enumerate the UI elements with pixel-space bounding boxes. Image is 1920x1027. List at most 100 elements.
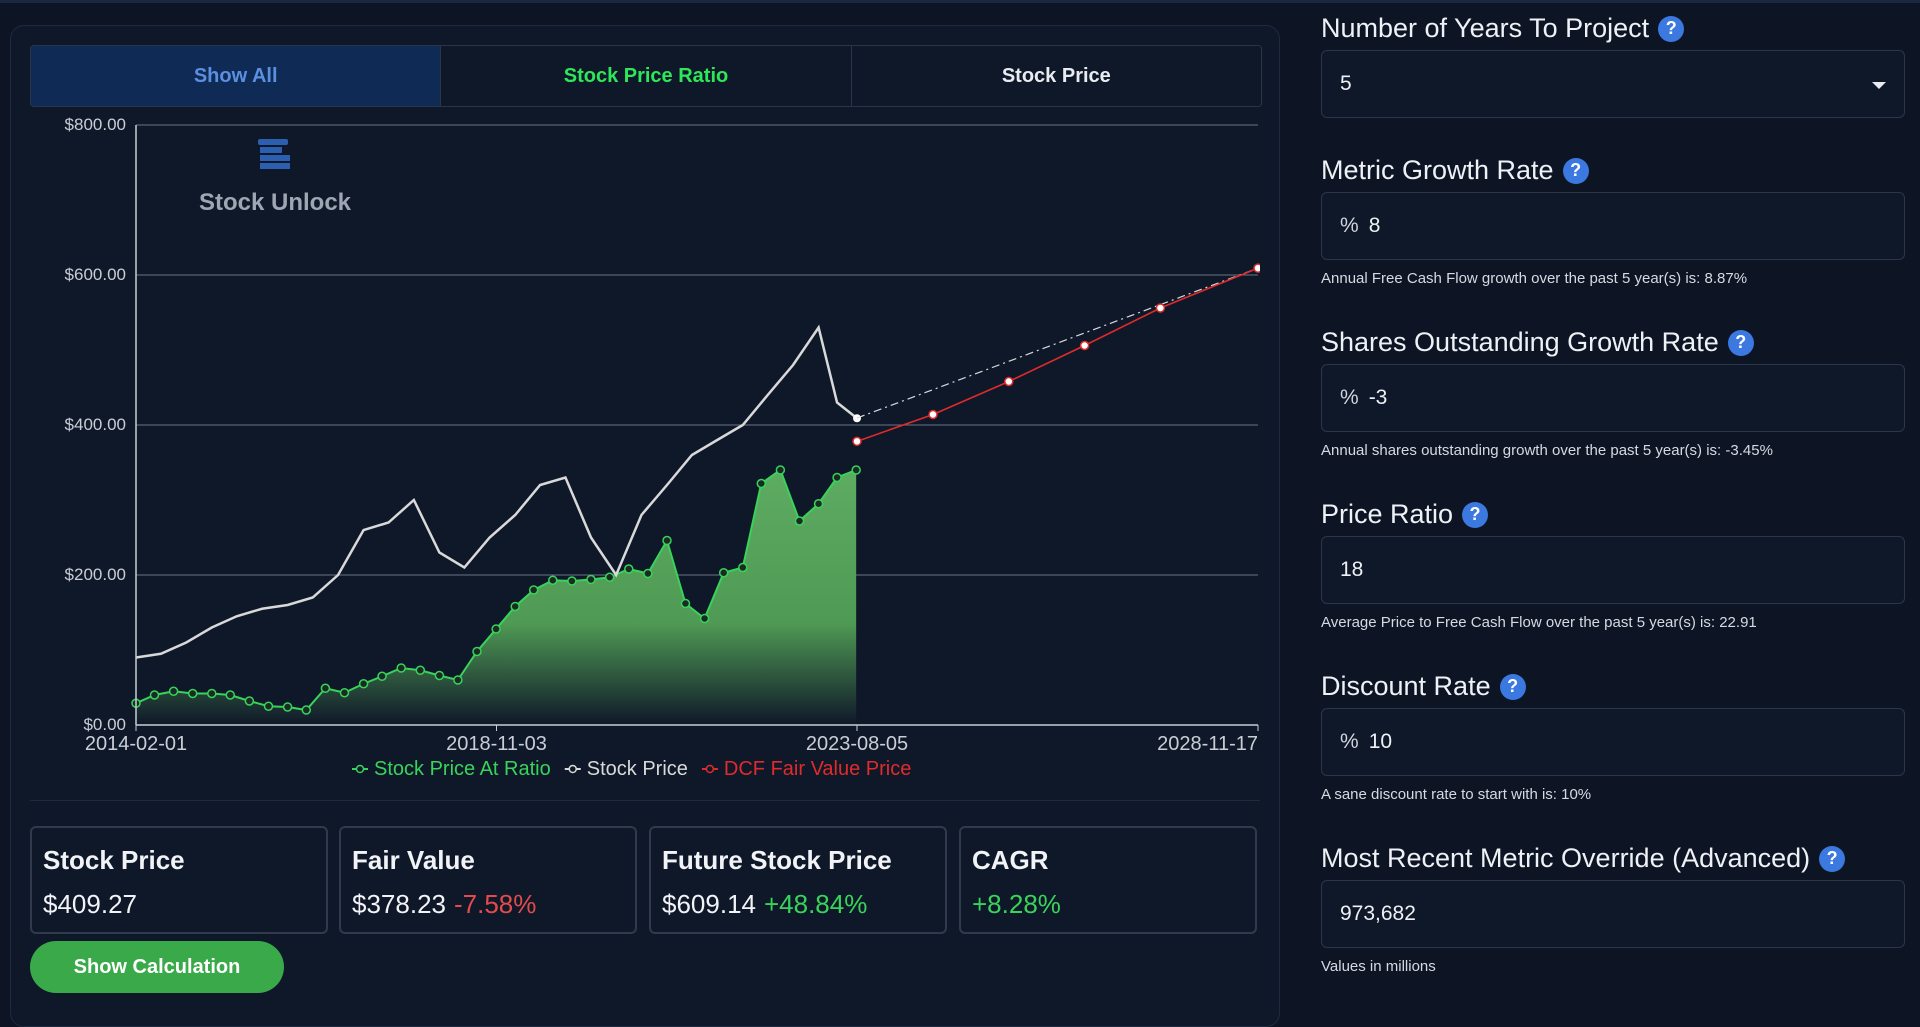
tab-stock-price[interactable]: Stock Price: [851, 46, 1261, 106]
dcf-point: [1004, 376, 1014, 387]
dcf-point: [852, 436, 862, 447]
ratio-point: [415, 665, 426, 675]
ratio-point: [453, 675, 463, 685]
ratio-point: [301, 705, 312, 715]
fair-value-card: Fair Value $378.23 -7.58%: [339, 826, 637, 934]
metric-growth-label: Metric Growth Rate?: [1321, 155, 1589, 186]
ratio-point: [396, 663, 406, 673]
ratio-point: [434, 670, 445, 681]
dcf-point: [928, 409, 938, 420]
logo-mark-icon: [258, 139, 288, 145]
ratio-point: [510, 601, 520, 612]
y-tick-label: $800.00: [65, 115, 126, 134]
y-tick-label: $200.00: [65, 565, 126, 584]
override-hint: Values in millions: [1321, 958, 1436, 975]
ratio-point: [775, 465, 786, 475]
dcf-point: [1079, 340, 1090, 351]
override-label: Most Recent Metric Override (Advanced)?: [1321, 843, 1846, 874]
y-tick-label: $0.00: [83, 715, 126, 734]
chart-tabs: Show All Stock Price Ratio Stock Price: [30, 45, 1262, 107]
ratio-point: [567, 576, 577, 586]
future-price-card: Future Stock Price $609.14 +48.84%: [649, 826, 947, 934]
ratio-point: [282, 702, 293, 712]
years-label: Number of Years To Project?: [1321, 13, 1685, 44]
watermark-text: Stock Unlock: [199, 189, 352, 216]
card-title: CAGR: [972, 845, 1049, 875]
ratio-point: [604, 572, 615, 582]
legend-label: DCF Fair Value Price: [724, 758, 911, 780]
shares-growth-hint: Annual shares outstanding growth over th…: [1321, 442, 1773, 459]
ratio-point: [586, 574, 596, 585]
years-select[interactable]: 5: [1321, 50, 1905, 118]
ratio-point: [358, 679, 369, 689]
ratio-point: [662, 535, 672, 546]
help-icon[interactable]: ?: [1819, 845, 1846, 872]
dcf-point: [1155, 303, 1166, 313]
ratio-point: [851, 465, 861, 475]
legend-marker: [355, 764, 365, 774]
dcf-fair-value-line: [856, 267, 1259, 443]
card-change: +48.84%: [763, 889, 868, 919]
ratio-point: [320, 683, 331, 693]
card-change: +8.28%: [972, 889, 1061, 919]
ratio-point: [472, 646, 482, 657]
show-calculation-button[interactable]: Show Calculation: [30, 941, 284, 993]
shares-growth-label: Shares Outstanding Growth Rate?: [1321, 327, 1754, 358]
ratio-point: [794, 516, 805, 526]
tab-stock-price-ratio[interactable]: Stock Price Ratio: [441, 46, 852, 106]
ratio-point: [168, 686, 179, 696]
ratio-point: [207, 688, 217, 699]
card-title: Future Stock Price: [662, 845, 892, 875]
shares-growth-input[interactable]: % -3: [1321, 364, 1905, 432]
ratio-point: [738, 562, 748, 573]
ratio-point: [699, 613, 710, 624]
price-ratio-input[interactable]: 18: [1321, 536, 1905, 604]
ratio-point: [491, 624, 501, 634]
help-icon[interactable]: ?: [1658, 15, 1685, 42]
legend-label: Stock Price At Ratio: [374, 758, 551, 780]
x-tick-label: 2014-02-01: [85, 733, 187, 755]
chevron-down-icon: [1872, 82, 1886, 89]
help-icon[interactable]: ?: [1562, 157, 1589, 184]
x-tick-label: 2023-08-05: [806, 733, 908, 755]
ratio-point: [187, 688, 198, 699]
ratio-point: [548, 575, 558, 585]
price-ratio-hint: Average Price to Free Cash Flow over the…: [1321, 614, 1757, 631]
card-value: $609.14 +48.84%: [662, 889, 868, 919]
dcf-point: [1253, 263, 1260, 273]
y-tick-label: $400.00: [65, 415, 126, 434]
x-tick-label: 2028-11-17: [1157, 733, 1258, 755]
legend-marker: [568, 764, 577, 774]
stock-chart: Stock Unlock $800.00 $600.00 $400.00 $200.0…: [65, 115, 1260, 780]
card-change: -7.58%: [453, 889, 537, 919]
help-icon[interactable]: ?: [1499, 673, 1526, 700]
card-title: Fair Value: [352, 845, 475, 875]
discount-rate-hint: A sane discount rate to start with is: 1…: [1321, 786, 1592, 803]
discount-rate-input[interactable]: % 10: [1321, 708, 1905, 776]
top-border: [0, 0, 1920, 3]
y-tick-label: $600.00: [65, 265, 126, 284]
help-icon[interactable]: ?: [1727, 329, 1754, 356]
metric-growth-hint: Annual Free Cash Flow growth over the pa…: [1321, 270, 1748, 287]
override-input[interactable]: 973,682: [1321, 880, 1905, 948]
legend-marker: [705, 764, 715, 774]
cagr-card: CAGR +8.28%: [959, 826, 1257, 934]
ratio-point: [339, 688, 350, 698]
price-ratio-label: Price Ratio?: [1321, 499, 1489, 530]
ratio-point: [263, 701, 274, 711]
metric-growth-input[interactable]: % 8: [1321, 192, 1905, 260]
ratio-point: [756, 478, 767, 489]
stock-price-point: [853, 414, 862, 423]
discount-rate-label: Discount Rate?: [1321, 671, 1526, 702]
stock-price-card: Stock Price $409.27: [30, 826, 328, 934]
panel-divider: [30, 800, 1260, 801]
x-tick-label: 2018-11-03: [446, 733, 547, 755]
ratio-point: [244, 696, 255, 706]
ratio-point: [832, 472, 842, 483]
ratio-point: [225, 690, 236, 700]
ratio-point: [680, 598, 691, 609]
tab-show-all[interactable]: Show All: [31, 46, 442, 106]
help-icon[interactable]: ?: [1462, 501, 1489, 528]
card-value: +8.28%: [972, 889, 1061, 920]
ratio-point: [377, 671, 387, 681]
